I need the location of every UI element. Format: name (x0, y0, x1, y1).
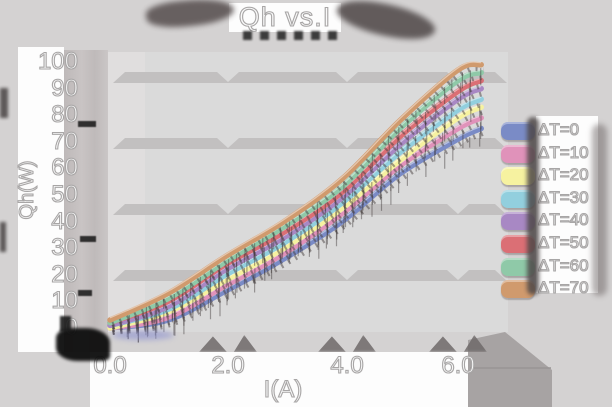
grid-band-notch (336, 72, 358, 82)
y-tick-label: 10 (51, 287, 79, 315)
x-tick-label: 4.0 (330, 352, 364, 379)
y-tick-label: 50 (51, 181, 79, 208)
series-noise--t-30 (127, 103, 481, 336)
y-axis-panel (18, 47, 64, 352)
legend-swatch (501, 280, 535, 299)
chart-title-box (229, 3, 341, 32)
y-tick-label: 20 (51, 260, 79, 288)
series-curve--t-40 (107, 85, 484, 329)
series-shadow--t-60 (111, 74, 485, 330)
series-noise--t-50 (127, 89, 471, 333)
series-shadow--t-0 (112, 130, 485, 335)
legend-label: ΔT=20 (537, 165, 589, 185)
legend-swatch (501, 212, 535, 231)
series-noise--t-60 (137, 79, 471, 330)
x-tick-label: 0.0 (93, 352, 127, 379)
x-axis-panel (90, 352, 483, 407)
wall-band (64, 50, 108, 352)
x-tick-label: 6.0 (441, 352, 475, 379)
legend-swatch (501, 235, 535, 253)
legend-swatch (501, 122, 535, 140)
grid-band-notch (217, 204, 239, 214)
series-curve--t-30 (107, 96, 484, 329)
legend-label: ΔT=40 (537, 210, 589, 230)
series-shadow--t-40 (111, 90, 485, 333)
y-tick-label: 90 (51, 74, 79, 102)
series-curve--t-70 (107, 61, 484, 323)
grid-band-notch (447, 270, 469, 280)
y-tick-label: 40 (51, 207, 79, 235)
grid-band-notch (217, 138, 239, 148)
legend-swatch (501, 189, 535, 208)
grid-band-notch (336, 270, 358, 280)
legend-panel (536, 116, 598, 293)
legend-label: ΔT=70 (537, 278, 589, 298)
y-tick-label: 70 (51, 127, 79, 155)
y-tick-label: 100 (37, 48, 78, 75)
grid-band-notch (447, 204, 469, 214)
y-tick-label: 80 (51, 101, 79, 129)
legend-label: ΔT=10 (537, 142, 589, 162)
grid-band-notch (217, 72, 239, 82)
legend-label: ΔT=60 (537, 255, 589, 275)
grid-band (113, 72, 507, 83)
series-curve--t-0 (107, 125, 484, 331)
grid-band (113, 270, 507, 281)
legend-label: ΔT=0 (537, 119, 580, 139)
y-tick-label: 0 (64, 314, 78, 341)
series-noise--t-70 (128, 68, 482, 331)
plot-background (108, 52, 508, 332)
chart-title: Qh vs.I (238, 2, 332, 32)
corner-gray-block (468, 332, 552, 407)
legend-label: ΔT=30 (537, 187, 589, 207)
legend-swatch (501, 144, 535, 163)
plot-background-left (108, 52, 145, 332)
y-tick-label: 60 (51, 154, 79, 182)
series-shadow--t-20 (111, 109, 485, 335)
y-tick-label: 30 (51, 234, 79, 262)
series-highlight--t-70 (109, 61, 482, 319)
legend-swatch (501, 167, 535, 186)
legend-label: ΔT=50 (537, 232, 589, 252)
x-tick-label: 2.0 (211, 352, 245, 379)
series-noise--t-40 (127, 97, 471, 335)
legend-swatch (501, 257, 535, 276)
grid-band-notch (336, 138, 358, 148)
x-axis-title: I(A) (263, 376, 303, 403)
